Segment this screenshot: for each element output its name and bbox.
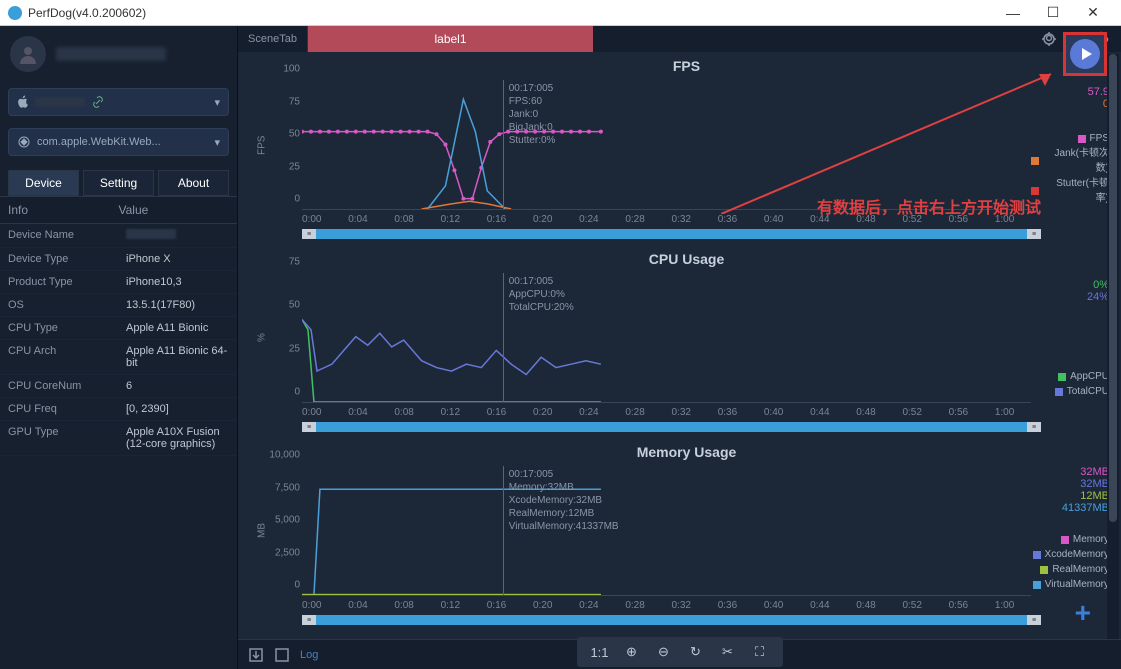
info-key: Product Type xyxy=(8,276,126,288)
chart-title: Memory Usage xyxy=(252,438,1121,466)
info-value: iPhone10,3 xyxy=(126,276,229,288)
time-scrubber[interactable]: ≡≡ xyxy=(302,615,1041,625)
chart-legend: MemoryXcodeMemoryRealMemoryVirtualMemory xyxy=(1033,532,1109,592)
device-selector[interactable]: ▾ xyxy=(8,88,229,116)
label-tab[interactable]: label1 xyxy=(308,26,593,52)
zoom-in-button[interactable]: ⊕ xyxy=(619,641,645,663)
checkbox-icon[interactable] xyxy=(274,647,290,663)
time-scrubber[interactable]: ≡≡ xyxy=(302,422,1041,432)
minimize-button[interactable]: — xyxy=(993,0,1033,26)
info-key: CPU Freq xyxy=(8,403,126,415)
snip-button[interactable]: ✂ xyxy=(715,641,741,663)
tab-device[interactable]: Device xyxy=(8,170,79,196)
chart-CPU Usage: CPU Usage % 0255075 00:17:005AppCPU:0%To… xyxy=(252,245,1121,432)
add-button[interactable]: + xyxy=(1075,597,1091,629)
location-icon[interactable] xyxy=(1041,31,1057,47)
table-row: Device Name xyxy=(0,224,237,248)
app-name-text: com.apple.WebKit.Web... xyxy=(37,136,161,148)
info-key: CPU Type xyxy=(8,322,126,334)
device-name-text xyxy=(35,97,85,107)
info-header: Info Value xyxy=(0,196,237,224)
plot-area[interactable]: 00:17:005AppCPU:0%TotalCPU:20% xyxy=(302,273,1031,403)
maximize-button[interactable]: ☐ xyxy=(1033,0,1073,26)
annotation-arrow xyxy=(721,64,1061,214)
content-header: SceneTab label1 xyxy=(238,26,1121,52)
titlebar: PerfDog(v4.0.200602) — ☐ ✕ xyxy=(0,0,1121,26)
table-row: OS13.5.1(17F80) xyxy=(0,294,237,317)
info-rows: Device NameDevice TypeiPhone XProduct Ty… xyxy=(0,224,237,456)
y-axis-label: MB xyxy=(252,466,272,596)
time-scrubber[interactable]: ≡≡ xyxy=(302,229,1041,239)
info-value xyxy=(126,229,229,242)
chart-tooltip: 00:17:005Memory:32MBXcodeMemory:32MBReal… xyxy=(509,468,619,533)
info-head-value: Value xyxy=(119,203,230,217)
chart-legend: AppCPUTotalCPU xyxy=(1055,369,1109,399)
info-key: CPU Arch xyxy=(8,345,126,369)
info-key: CPU CoreNum xyxy=(8,380,126,392)
close-button[interactable]: ✕ xyxy=(1073,0,1113,26)
scene-tab[interactable]: SceneTab xyxy=(238,26,308,52)
table-row: GPU TypeApple A10X Fusion (12-core graph… xyxy=(0,421,237,456)
y-axis-label: % xyxy=(252,273,272,403)
app-selector[interactable]: com.apple.WebKit.Web... ▾ xyxy=(8,128,229,156)
link-icon xyxy=(91,95,105,109)
chart-toolbar: 1:1 ⊕ ⊖ ↻ ✂ ⛶ xyxy=(577,637,783,667)
info-key: Device Type xyxy=(8,253,126,265)
window-title: PerfDog(v4.0.200602) xyxy=(28,6,146,20)
target-icon xyxy=(17,135,31,149)
chart-tooltip: 00:17:005AppCPU:0%TotalCPU:20% xyxy=(509,275,574,314)
tab-setting[interactable]: Setting xyxy=(83,170,154,196)
table-row: CPU CoreNum6 xyxy=(0,375,237,398)
content-area: SceneTab label1 有数据后，点击右上方开始测试 FPS FPS 0… xyxy=(238,26,1121,669)
info-value: 6 xyxy=(126,380,229,392)
table-row: CPU ArchApple A11 Bionic 64-bit xyxy=(0,340,237,375)
avatar[interactable] xyxy=(10,36,46,72)
info-key: GPU Type xyxy=(8,426,126,450)
info-tabs: Device Setting About xyxy=(8,170,229,196)
chart-Memory Usage: Memory Usage MB 02,5005,0007,50010,000 0… xyxy=(252,438,1121,625)
sidebar: ▾ com.apple.WebKit.Web... ▾ Device Setti… xyxy=(0,26,238,669)
info-value: iPhone X xyxy=(126,253,229,265)
vertical-scrollbar[interactable] xyxy=(1107,54,1119,639)
y-axis-label: FPS xyxy=(252,80,272,210)
export-icon[interactable] xyxy=(248,647,264,663)
info-value: Apple A11 Bionic xyxy=(126,322,229,334)
chart-title: CPU Usage xyxy=(252,245,1121,273)
plot-area[interactable]: 00:17:005Memory:32MBXcodeMemory:32MBReal… xyxy=(302,466,1031,596)
table-row: CPU TypeApple A11 Bionic xyxy=(0,317,237,340)
info-value: 13.5.1(17F80) xyxy=(126,299,229,311)
zoom-out-button[interactable]: ⊖ xyxy=(651,641,677,663)
info-value: Apple A11 Bionic 64-bit xyxy=(126,345,229,369)
refresh-button[interactable]: ↻ xyxy=(683,641,709,663)
info-value: [0, 2390] xyxy=(126,403,229,415)
zoom-reset-button[interactable]: 1:1 xyxy=(587,641,613,663)
info-key: Device Name xyxy=(8,229,126,242)
table-row: Product TypeiPhone10,3 xyxy=(0,271,237,294)
x-axis: 0:000:040:080:120:160:200:240:280:320:36… xyxy=(252,600,1121,611)
play-button[interactable] xyxy=(1063,32,1107,76)
table-row: Device TypeiPhone X xyxy=(0,248,237,271)
apple-icon xyxy=(17,95,29,109)
x-axis: 0:000:040:080:120:160:200:240:280:320:36… xyxy=(252,407,1121,418)
info-head-key: Info xyxy=(8,203,119,217)
app-logo-icon xyxy=(8,6,22,20)
chart-tooltip: 00:17:005FPS:60Jank:0BigJank:0Stutter:0% xyxy=(509,82,556,147)
chevron-down-icon: ▾ xyxy=(214,136,220,149)
username-label xyxy=(56,47,166,61)
info-value: Apple A10X Fusion (12-core graphics) xyxy=(126,426,229,450)
log-label[interactable]: Log xyxy=(300,649,318,661)
info-key: OS xyxy=(8,299,126,311)
table-row: CPU Freq[0, 2390] xyxy=(0,398,237,421)
tab-about[interactable]: About xyxy=(158,170,229,196)
chevron-down-icon: ▾ xyxy=(214,96,220,109)
fullscreen-button[interactable]: ⛶ xyxy=(747,641,773,663)
annotation-text: 有数据后，点击右上方开始测试 xyxy=(817,194,1041,218)
